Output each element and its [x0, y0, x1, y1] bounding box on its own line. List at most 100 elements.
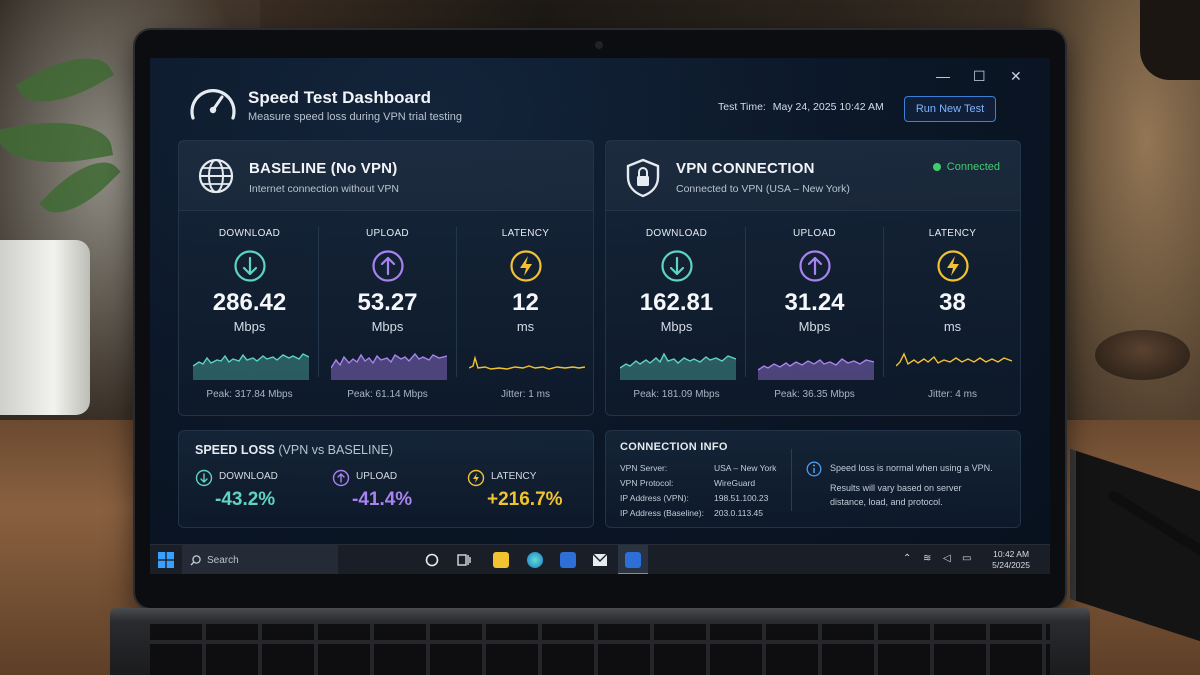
metric-unit: ms [943, 319, 962, 334]
metric-unit: Mbps [233, 319, 266, 334]
arrow-down-icon [661, 250, 693, 282]
close-button[interactable]: ✕ [1010, 68, 1022, 84]
keyboard-row-gap [150, 640, 1050, 644]
info-note-line: Speed loss is normal when using a VPN. [830, 463, 993, 473]
upload-sparkline [758, 358, 874, 380]
latency-sparkline [469, 355, 585, 370]
metric-label: LATENCY [501, 228, 550, 239]
status-dot-icon [932, 163, 941, 171]
connection-info-panel: CONNECTION INFO VPN Server: USA – New Yor… [605, 430, 1021, 528]
metric-value: 38 [939, 289, 966, 316]
loss-value: -43.2% [215, 489, 276, 510]
info-row: VPN Protocol: WireGuard [620, 478, 755, 488]
mail-icon[interactable] [592, 553, 608, 567]
baseline-panel: BASELINE (No VPN) Internet connection wi… [178, 140, 594, 416]
vpn-panel-header: VPN CONNECTION Connected to VPN (USA – N… [606, 141, 1020, 211]
taskbar-time: 10:42 AM [993, 549, 1030, 559]
metric-divider [456, 227, 457, 377]
metric-footer: Peak: 181.09 Mbps [633, 389, 720, 400]
metric-footer: Peak: 317.84 Mbps [206, 389, 293, 400]
info-value: 198.51.100.23 [714, 493, 769, 503]
taskbar-search-box[interactable]: Search [182, 545, 338, 574]
loss-download: DOWNLOAD -43.2% [195, 469, 278, 510]
baseline-download-metric: DOWNLOAD 286.42 Mbps Peak: 317.84 Mbps [181, 211, 318, 400]
search-icon [190, 554, 201, 565]
test-time-value: May 24, 2025 10:42 AM [772, 101, 884, 113]
vpn-latency-metric: LATENCY 38 ms Jitter: 4 ms [884, 211, 1021, 400]
lamp-base [1095, 330, 1190, 380]
webcam [595, 41, 603, 49]
metric-value: 53.27 [357, 289, 418, 316]
info-value: 203.0.113.45 [714, 508, 763, 518]
arrow-down-icon [195, 469, 213, 487]
metric-footer: Peak: 36.35 Mbps [774, 389, 855, 400]
wifi-icon[interactable]: ≋ [923, 553, 932, 564]
test-time: Test Time: May 24, 2025 10:42 AM [718, 101, 884, 113]
connection-status-text: Connected [946, 161, 1000, 173]
loss-upload: UPLOAD -41.4% [332, 469, 412, 510]
metric-label: DOWNLOAD [645, 228, 708, 239]
app-window: — ☐ ✕ Speed Test Dashboard Measure speed… [150, 58, 1050, 574]
info-key: VPN Server: [620, 463, 668, 473]
loss-label: LATENCY [491, 471, 537, 482]
connection-status-badge: Connected [932, 161, 1000, 173]
search-placeholder: Search [207, 554, 239, 566]
arrow-down-icon [234, 250, 266, 282]
store-icon[interactable] [560, 552, 576, 568]
info-value: WireGuard [714, 478, 756, 488]
taskbar: Search ⌃ ≋ ◁ ▭ 10:42 AM 5/24/2025 [150, 544, 1050, 574]
loss-label: DOWNLOAD [219, 471, 278, 482]
metric-divider [745, 227, 746, 377]
cortana-circle-icon[interactable] [425, 553, 439, 567]
taskbar-clock[interactable]: 10:42 AM 5/24/2025 [992, 549, 1030, 572]
metric-value: 286.42 [212, 289, 287, 316]
latency-sparkline [896, 352, 1012, 367]
outlook-icon [625, 552, 641, 568]
speed-loss-panel: SPEED LOSS (VPN vs BASELINE) DOWNLOAD -4… [178, 430, 594, 528]
file-explorer-icon[interactable] [493, 552, 509, 568]
minimize-button[interactable]: — [936, 68, 950, 84]
baseline-subtitle: Internet connection without VPN [249, 183, 400, 195]
vpn-subtitle: Connected to VPN (USA – New York) [676, 183, 850, 195]
info-row: VPN Server: USA – New York [620, 463, 776, 473]
vpn-title: VPN CONNECTION [676, 160, 815, 177]
metric-footer: Jitter: 1 ms [501, 389, 550, 400]
globe-icon [198, 158, 234, 194]
metric-value: 162.81 [639, 289, 714, 316]
test-time-label: Test Time: [718, 101, 766, 113]
metric-divider [318, 227, 319, 377]
battery-icon[interactable]: ▭ [962, 553, 972, 564]
run-new-test-button[interactable]: Run New Test [904, 96, 996, 122]
volume-icon[interactable]: ◁ [943, 553, 951, 564]
speed-loss-title-suffix: (VPN vs BASELINE) [278, 443, 393, 457]
metric-value: 12 [512, 289, 539, 316]
metric-unit: Mbps [371, 319, 404, 334]
lamp-head [1140, 0, 1200, 80]
info-key: IP Address (VPN): [620, 493, 689, 503]
metric-unit: Mbps [660, 319, 693, 334]
metric-label: UPLOAD [366, 228, 409, 239]
vpn-download-metric: DOWNLOAD 162.81 Mbps Peak: 181.09 Mbps [608, 211, 745, 400]
info-icon [806, 461, 822, 477]
lightning-icon [467, 469, 485, 487]
metric-label: UPLOAD [793, 228, 836, 239]
maximize-button[interactable]: ☐ [973, 68, 986, 84]
page-title: Speed Test Dashboard [248, 88, 431, 107]
edge-browser-icon[interactable] [527, 552, 543, 568]
tray-chevron-up-icon[interactable]: ⌃ [903, 553, 912, 564]
loss-latency: LATENCY +216.7% [467, 469, 563, 510]
metric-value: 31.24 [784, 289, 845, 316]
metric-label: DOWNLOAD [218, 228, 281, 239]
info-note-line: distance, load, and protocol. [830, 497, 943, 507]
active-app-slot[interactable] [618, 545, 648, 574]
keyboard-keys [150, 624, 1050, 675]
metric-unit: ms [516, 319, 535, 334]
baseline-panel-header: BASELINE (No VPN) Internet connection wi… [179, 141, 593, 211]
metric-footer: Peak: 61.14 Mbps [347, 389, 428, 400]
task-view-icon[interactable] [457, 553, 471, 567]
baseline-upload-metric: UPLOAD 53.27 Mbps Peak: 61.14 Mbps [319, 211, 456, 400]
metric-divider [883, 227, 884, 377]
windows-start-icon[interactable] [158, 552, 174, 568]
info-row: IP Address (VPN): 198.51.100.23 [620, 493, 768, 503]
metric-unit: Mbps [798, 319, 831, 334]
